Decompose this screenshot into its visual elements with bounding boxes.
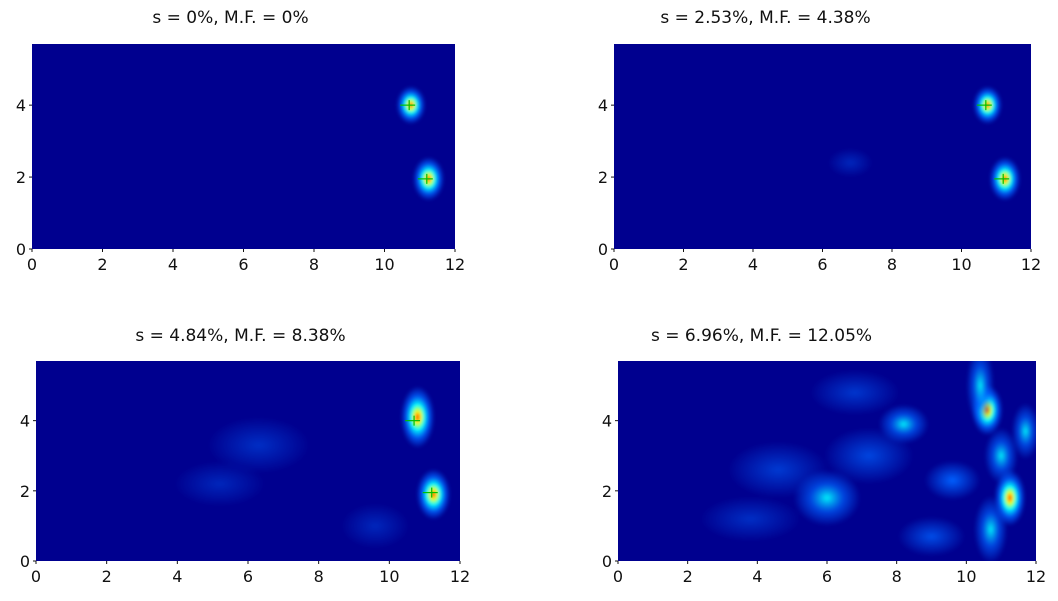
y-tick-label: 4 [598,96,608,115]
source-marker [422,487,438,498]
source-marker [405,415,421,426]
x-tick-label: 2 [678,255,688,274]
intensity-hotspot [400,386,435,449]
y-tick-label: 0 [602,552,612,571]
x-tick-label: 12 [1021,255,1041,274]
source-marker [400,100,416,111]
x-tick-label: 12 [450,567,470,586]
heatmap-plot: 0 2 4 6 8 10 12 0 2 4 [598,44,1041,274]
x-tick-label: 4 [748,255,758,274]
x-tick-label: 0 [609,255,619,274]
intensity-hotspot [207,417,310,474]
x-tick-label: 2 [97,255,107,274]
x-tick-label: 10 [951,255,971,274]
panel-top-right: s = 2.53%, M.F. = 4.38% 0 2 4 6 8 10 12 0 2 4 [529,0,1058,300]
y-tick-label: 0 [598,240,608,259]
intensity-hotspot [341,503,410,549]
heatmap-plot: 0 2 4 6 8 10 12 0 2 4 [16,44,465,274]
x-tick-label: 0 [27,255,37,274]
intensity-hotspot [974,495,1008,561]
intensity-hotspot [828,148,873,178]
y-tick-label: 4 [16,96,26,115]
x-tick-label: 6 [243,567,253,586]
intensity-hotspot [966,361,995,425]
x-tick-label: 2 [683,567,693,586]
y-tick-label: 4 [20,412,30,431]
x-tick-label: 6 [822,567,832,586]
intensity-hotspot [174,461,265,507]
panel-bottom-left: s = 4.84%, M.F. = 8.38% 0 2 4 6 8 10 12 0 2 4 [0,300,529,601]
y-tick-label: 0 [16,240,26,259]
intensity-hotspot [984,427,1018,484]
x-tick-label: 8 [892,567,902,586]
axes: 0 2 4 6 8 10 12 0 2 4 [16,96,465,274]
intensity-hotspot [1011,403,1036,460]
heatmap-field [614,44,1031,249]
heatmap-field [32,44,455,249]
y-tick-label: 2 [16,168,26,187]
x-tick-label: 12 [1026,567,1046,586]
intensity-hotspot [898,516,965,557]
intensity-hotspot [824,427,914,484]
x-tick-label: 10 [379,567,399,586]
panel-top-left: s = 0%, M.F. = 0% 0 2 4 6 8 10 12 0 2 4 [0,0,529,300]
x-tick-label: 8 [314,567,324,586]
x-tick-label: 0 [31,567,41,586]
axes: 0 2 4 6 8 10 12 0 2 4 [598,96,1041,274]
intensity-hotspot [810,370,900,416]
source-marker [994,173,1010,184]
y-tick-label: 0 [20,552,30,571]
y-tick-label: 2 [20,482,30,501]
x-tick-label: 4 [172,567,182,586]
source-marker [976,100,992,111]
x-tick-label: 2 [102,567,112,586]
panel-title: s = 4.84%, M.F. = 8.38% [135,326,346,346]
panel-title: s = 2.53%, M.F. = 4.38% [660,8,871,28]
x-tick-label: 0 [613,567,623,586]
intensity-hotspot [416,469,451,520]
intensity-hotspot [924,460,981,500]
y-tick-label: 2 [598,168,608,187]
x-tick-label: 12 [445,255,465,274]
panel-title: s = 0%, M.F. = 0% [152,8,309,28]
y-tick-label: 2 [602,482,612,501]
x-tick-label: 8 [309,255,319,274]
source-marker [417,173,433,184]
heatmap-plot: 0 2 4 6 8 10 12 0 2 4 [602,361,1046,586]
axes: 0 2 4 6 8 10 12 0 2 4 [20,412,470,586]
panel-bottom-right: s = 6.96%, M.F. = 12.05% 0 2 4 6 8 10 12 0 2 4 [529,300,1058,601]
intensity-hotspot [700,496,801,542]
axes: 0 2 4 6 8 10 12 0 2 4 [602,412,1046,586]
y-tick-label: 4 [602,412,612,431]
x-tick-label: 4 [168,255,178,274]
x-tick-label: 10 [956,567,976,586]
heatmap-plot: 0 2 4 6 8 10 12 0 2 4 [20,361,470,586]
x-tick-label: 8 [887,255,897,274]
x-tick-label: 6 [817,255,827,274]
x-tick-label: 4 [752,567,762,586]
x-tick-label: 6 [238,255,248,274]
x-tick-label: 10 [374,255,394,274]
intensity-hotspot [728,441,829,498]
panel-title: s = 6.96%, M.F. = 12.05% [650,326,873,346]
